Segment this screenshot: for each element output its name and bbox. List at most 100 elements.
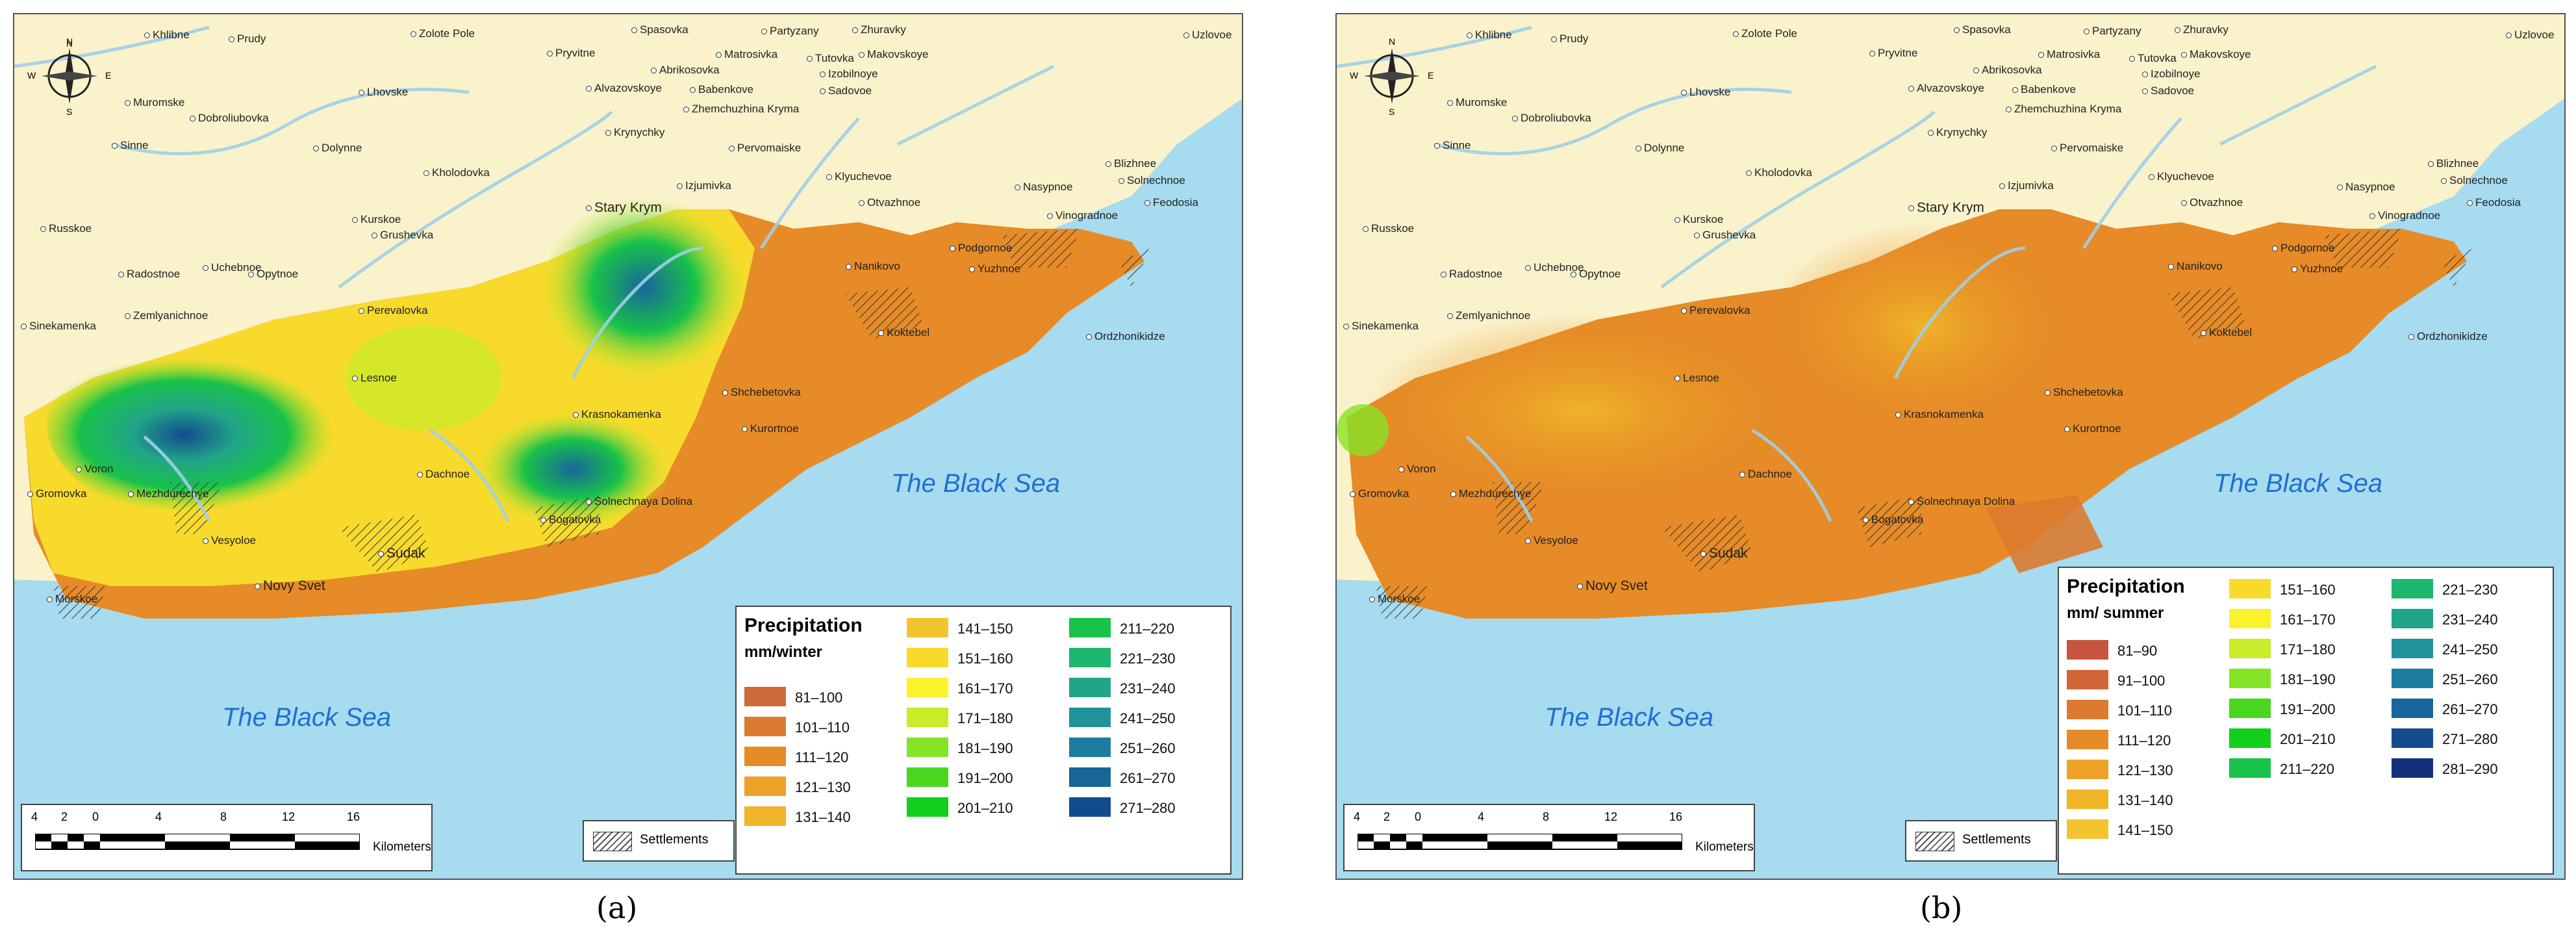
legend-item: 141–150 <box>907 615 1017 641</box>
scale-tick: 2 <box>61 810 68 823</box>
place-label: Dobroliubovka <box>190 112 269 125</box>
place-label: Gromovka <box>1350 487 1409 500</box>
place-label: Vesyoloe <box>1525 534 1578 547</box>
scale-tick: 0 <box>1415 810 1422 823</box>
scale-tick: 2 <box>1383 810 1391 823</box>
place-label: Solnechnoe <box>2441 174 2508 187</box>
place-label: Krynychky <box>1928 126 1987 139</box>
place-label: Nasypnoe <box>2337 181 2395 194</box>
place-label: Morskoe <box>1369 593 1420 606</box>
legend-label: 271–280 <box>1120 800 1176 816</box>
svg-text:N: N <box>66 40 72 49</box>
legend-label: 111–120 <box>795 749 849 765</box>
legend-swatch <box>2392 728 2433 748</box>
place-label: Feodosia <box>1144 196 1198 209</box>
settlements-legend: Settlements <box>583 820 735 862</box>
place-label: Mezhdurechye <box>1450 487 1532 500</box>
legend-swatch <box>2229 758 2271 778</box>
sea-label: The Black Sea <box>222 703 392 732</box>
scale-tick: 16 <box>347 810 360 823</box>
place-label: Alvazovskoye <box>1908 82 1984 95</box>
place-label: Babenkove <box>2012 83 2076 96</box>
place-label: Tutovka <box>2129 52 2177 65</box>
map-panel-a: N N S W E Khlibne Prudy Zolote Pole Pryv… <box>13 13 1243 880</box>
place-label: Sinekamenka <box>1343 320 1419 333</box>
legend-item: 91–100 <box>2067 667 2177 693</box>
place-label: Klyuchevoe <box>2149 170 2214 183</box>
place-label: Zhemchuzhina Kryma <box>683 103 799 116</box>
legend-label: 141–150 <box>957 621 1013 637</box>
legend-unit: mm/ summer <box>2067 604 2164 622</box>
place-label: Gromovka <box>27 487 86 500</box>
place-label: Ordzhonikidze <box>1086 330 1165 343</box>
legend-label: 161–170 <box>957 680 1013 697</box>
legend-swatch <box>2229 728 2271 748</box>
place-label: Izjumivka <box>1999 179 2054 192</box>
place-label: Makovskoye <box>859 48 928 61</box>
legend-item: 201–210 <box>2229 725 2340 751</box>
scale-tick: 16 <box>1669 810 1683 823</box>
legend-label: 241–250 <box>1120 710 1176 726</box>
legend-swatch <box>2067 700 2108 719</box>
place-label: Dachnoe <box>1739 468 1792 481</box>
place-label: Radostnoe <box>1441 268 1502 281</box>
legend-swatch <box>1069 738 1111 757</box>
legend-item: 221–230 <box>1069 645 1180 671</box>
sea-label: The Black Sea <box>2214 469 2383 498</box>
precipitation-legend: Precipitation mm/ summer 81–90 91–100 101–… <box>2058 567 2554 875</box>
legend-swatch <box>744 687 786 706</box>
legend-item: 81–100 <box>744 684 855 710</box>
place-label: Podgornoe <box>2272 242 2334 255</box>
legend-label: 251–260 <box>1120 740 1176 756</box>
place-label: Uzlovoe <box>2506 29 2554 42</box>
place-label: Tutovka <box>807 52 854 65</box>
place-label: Sadovoe <box>2142 84 2194 97</box>
place-label: Opytnoe <box>248 268 298 281</box>
legend-item: 281–290 <box>2392 755 2502 781</box>
place-label: Voron <box>76 463 113 476</box>
place-label: Koktebel <box>878 326 929 339</box>
place-label: Podgornoe <box>950 242 1012 255</box>
legend-swatch <box>2392 579 2433 598</box>
place-label: Zolote Pole <box>410 27 475 40</box>
legend-label: 231–240 <box>2442 611 2498 628</box>
place-label: Zhuravky <box>852 23 906 36</box>
scale-tick: 8 <box>220 810 227 823</box>
place-label: Spasovka <box>631 23 688 36</box>
place-label: Sudak <box>1700 546 1748 561</box>
legend-swatch <box>2229 669 2271 688</box>
place-label: Lhovske <box>1681 86 1730 99</box>
legend-swatch <box>1069 797 1111 817</box>
sea-label: The Black Sea <box>891 469 1061 498</box>
legend-label: 201–210 <box>2280 731 2336 747</box>
legend-item: 211–220 <box>1069 615 1180 641</box>
legend-label: 91–100 <box>2117 673 2166 689</box>
place-label: Blizhnee <box>1105 157 1156 170</box>
settlements-label: Settlements <box>1962 832 2031 847</box>
legend-swatch <box>2067 730 2108 749</box>
legend-swatch <box>744 747 786 766</box>
compass-e: E <box>105 70 112 81</box>
place-label: Izjumivka <box>677 179 731 192</box>
place-label: Otvazhnoe <box>2181 196 2243 209</box>
scale-unit: Kilometers <box>373 840 431 854</box>
legend-item: 251–260 <box>2392 665 2502 691</box>
place-label: Zolote Pole <box>1733 27 1797 40</box>
legend-item: 111–120 <box>744 743 855 769</box>
legend-swatch <box>907 738 948 757</box>
scale-tick: 8 <box>1543 810 1550 823</box>
place-label: Perevalovka <box>1681 304 1750 317</box>
legend-swatch <box>907 648 948 667</box>
precipitation-legend: Precipitation mm/winter 81–100 101–110 111… <box>735 606 1231 875</box>
place-label: Bogatovka <box>1863 513 1923 526</box>
legend-unit: mm/winter <box>744 643 823 661</box>
place-label: Shchebetovka <box>2045 386 2123 399</box>
legend-swatch <box>1069 648 1111 667</box>
place-label: Sinne <box>1434 139 1471 152</box>
legend-item: 271–280 <box>1069 794 1180 820</box>
place-label: Yuzhnoe <box>969 263 1020 276</box>
place-label: Kurskoe <box>1674 213 1723 226</box>
legend-item: 161–170 <box>2229 606 2340 632</box>
place-label: Lesnoe <box>1674 372 1719 385</box>
map-panel-b: N S W E Khlibne Prudy Zolote Pole Pryvit… <box>1335 13 2566 880</box>
